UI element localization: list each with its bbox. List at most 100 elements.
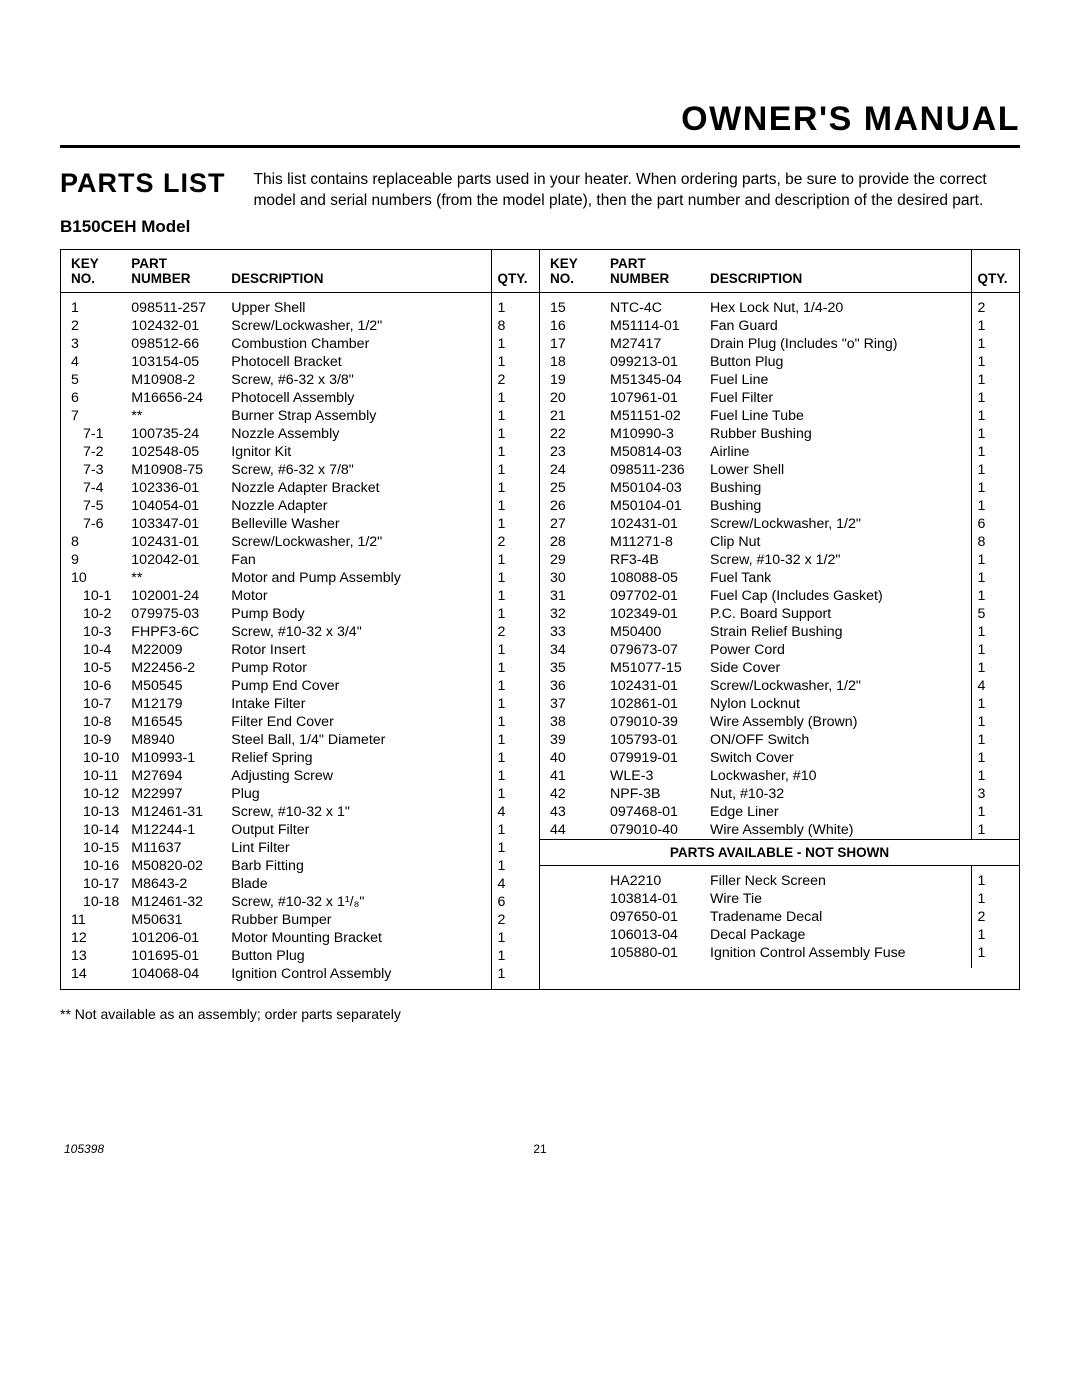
table-row: 10-8M16545Filter End Cover1 [61,713,539,731]
cell-key: 31 [540,587,604,605]
table-row: HA2210Filler Neck Screen1 [540,872,1019,890]
cell-desc: Bushing [704,479,971,497]
cell-key: 1 [61,299,125,317]
cell-key: 33 [540,623,604,641]
intro-row: PARTS LIST B150CEH Model This list conta… [60,168,1020,237]
cell-key: 10-3 [61,623,125,641]
cell-part: M50820-02 [125,857,225,875]
cell-desc: Motor and Pump Assembly [225,569,491,587]
cell-key: 41 [540,767,604,785]
model-label: B150CEH Model [60,217,226,237]
cell-part: WLE-3 [604,767,704,785]
cell-key: 12 [61,929,125,947]
cell-desc: Adjusting Screw [225,767,491,785]
cell-qty: 1 [491,425,539,443]
cell-part: 102431-01 [604,677,704,695]
cell-desc: Strain Relief Bushing [704,623,971,641]
cell-desc: Nut, #10-32 [704,785,971,803]
cell-part: M51077-15 [604,659,704,677]
cell-part: 097650-01 [604,908,704,926]
section-title: PARTS LIST [60,168,226,199]
cell-part: 104054-01 [125,497,225,515]
cell-part: 098511-236 [604,461,704,479]
cell-desc: Plug [225,785,491,803]
cell-key: 10-11 [61,767,125,785]
table-row: 7**Burner Strap Assembly1 [61,407,539,425]
cell-part: FHPF3-6C [125,623,225,641]
cell-key: 10-18 [61,893,125,911]
col-desc: DESCRIPTION [704,250,971,293]
cell-part: M27694 [125,767,225,785]
table-row: 24098511-236Lower Shell1 [540,461,1019,479]
cell-part: 079919-01 [604,749,704,767]
cell-qty: 1 [491,839,539,857]
cell-desc: Fuel Tank [704,569,971,587]
table-row: 10**Motor and Pump Assembly1 [61,569,539,587]
table-row: 10-10M10993-1Relief Spring1 [61,749,539,767]
table-row: 21M51151-02Fuel Line Tube1 [540,407,1019,425]
table-row: 23M50814-03Airline1 [540,443,1019,461]
cell-part: 098511-257 [125,299,225,317]
cell-key: 21 [540,407,604,425]
cell-key: 14 [61,965,125,983]
table-row: 10-6M50545Pump End Cover1 [61,677,539,695]
cell-key: 38 [540,713,604,731]
table-row: 35M51077-15Side Cover1 [540,659,1019,677]
cell-desc: Edge Liner [704,803,971,821]
table-row: 41WLE-3Lockwasher, #101 [540,767,1019,785]
cell-part: M50400 [604,623,704,641]
table-row: 1098511-257Upper Shell1 [61,299,539,317]
cell-key: 10-6 [61,677,125,695]
table-row: 097650-01Tradename Decal2 [540,908,1019,926]
cell-key: 44 [540,821,604,840]
cell-desc: Wire Assembly (White) [704,821,971,840]
table-row: 5M10908-2Screw, #6-32 x 3/8"2 [61,371,539,389]
table-row: 16M51114-01Fan Guard1 [540,317,1019,335]
cell-desc: Fuel Cap (Includes Gasket) [704,587,971,605]
cell-qty: 1 [971,803,1019,821]
cell-key: 10-7 [61,695,125,713]
cell-part: 105880-01 [604,944,704,962]
cell-qty: 1 [971,623,1019,641]
table-row: 10-11M27694Adjusting Screw1 [61,767,539,785]
cell-desc: Screw, #10-32 x 3/4" [225,623,491,641]
cell-part: M50631 [125,911,225,929]
table-row: 18099213-01Button Plug1 [540,353,1019,371]
cell-qty: 2 [491,911,539,929]
cell-desc: Hex Lock Nut, 1/4-20 [704,299,971,317]
cell-qty: 1 [971,890,1019,908]
col-key: KEY NO. [61,250,125,293]
cell-part: 102431-01 [125,533,225,551]
cell-key: 10-5 [61,659,125,677]
col-desc: DESCRIPTION [225,250,491,293]
cell-part: M10908-2 [125,371,225,389]
cell-qty: 1 [491,443,539,461]
cell-part: 102431-01 [604,515,704,533]
cell-desc: Screw, #10-32 x 1/2" [704,551,971,569]
cell-desc: Switch Cover [704,749,971,767]
cell-key: 7-5 [61,497,125,515]
cell-qty: 4 [491,875,539,893]
table-row: 29RF3-4BScrew, #10-32 x 1/2"1 [540,551,1019,569]
cell-part: RF3-4B [604,551,704,569]
cell-key: 34 [540,641,604,659]
cell-key: 4 [61,353,125,371]
manual-header: OWNER'S MANUAL [60,100,1020,148]
cell-key: 37 [540,695,604,713]
cell-desc: Pump Body [225,605,491,623]
cell-desc: Airline [704,443,971,461]
cell-qty: 1 [971,587,1019,605]
table-row: 10-16M50820-02Barb Fitting1 [61,857,539,875]
page-footer: 105398 21 [60,1142,1020,1156]
cell-qty: 1 [491,569,539,587]
table-row: 2102432-01Screw/Lockwasher, 1/2"8 [61,317,539,335]
cell-part: M10993-1 [125,749,225,767]
table-row: 10-2079975-03Pump Body1 [61,605,539,623]
cell-desc: Blade [225,875,491,893]
cell-qty: 1 [971,872,1019,890]
cell-qty: 1 [491,731,539,749]
cell-desc: Clip Nut [704,533,971,551]
table-row: 39105793-01ON/OFF Switch1 [540,731,1019,749]
cell-part: 106013-04 [604,926,704,944]
cell-key: 13 [61,947,125,965]
